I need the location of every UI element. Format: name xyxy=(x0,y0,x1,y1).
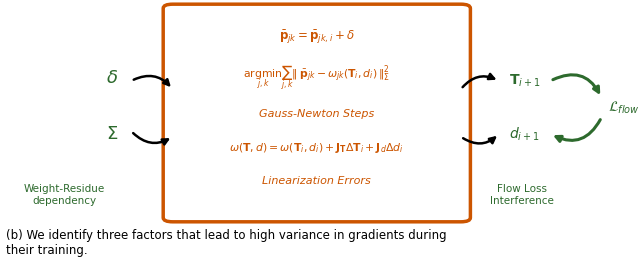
FancyBboxPatch shape xyxy=(163,4,470,222)
Text: $\mathcal{L}_{flow}$: $\mathcal{L}_{flow}$ xyxy=(608,99,640,116)
Text: $\delta$: $\delta$ xyxy=(106,69,118,87)
Text: Linearization Errors: Linearization Errors xyxy=(262,176,371,186)
Text: $d_{i+1}$: $d_{i+1}$ xyxy=(509,125,540,143)
Text: $\mathbf{T}_{i+1}$: $\mathbf{T}_{i+1}$ xyxy=(509,73,540,89)
Text: $\omega(\mathbf{T},d) = \omega(\mathbf{T}_i, d_i) + \mathbf{J_T}\Delta\mathbf{T}: $\omega(\mathbf{T},d) = \omega(\mathbf{T… xyxy=(230,141,404,155)
Text: $\bar{\mathbf{p}}_{jk} = \bar{\mathbf{p}}_{jk,i} + \delta$: $\bar{\mathbf{p}}_{jk} = \bar{\mathbf{p}… xyxy=(279,29,355,46)
Text: (b) We identify three factors that lead to high variance in gradients during
the: (b) We identify three factors that lead … xyxy=(6,229,447,257)
Text: Gauss-Newton Steps: Gauss-Newton Steps xyxy=(259,109,374,119)
Text: Weight-Residue
dependency: Weight-Residue dependency xyxy=(24,184,104,206)
Text: Flow Loss
Interference: Flow Loss Interference xyxy=(490,184,554,206)
Text: $\Sigma$: $\Sigma$ xyxy=(106,125,118,143)
Text: $\underset{j,k}{\mathrm{argmin}}\sum_{j,k} \|\, \bar{\mathbf{p}}_{jk} - \omega_{: $\underset{j,k}{\mathrm{argmin}}\sum_{j,… xyxy=(243,64,390,93)
